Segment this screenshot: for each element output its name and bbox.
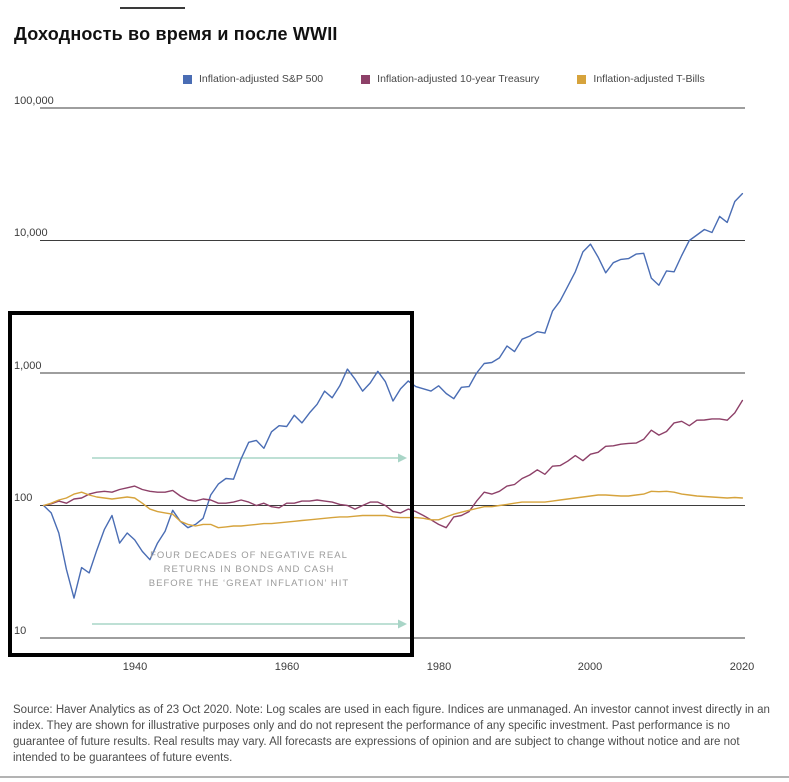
legend-label-treasury: Inflation-adjusted 10-year Treasury xyxy=(377,73,540,85)
source-text: Source: Haver Analytics as of 23 Oct 202… xyxy=(13,704,770,764)
x-axis-label: 2020 xyxy=(729,661,755,673)
legend: Inflation-adjusted S&P 500 Inflation-adj… xyxy=(183,73,705,85)
x-axis-label: 1940 xyxy=(122,661,148,673)
x-axis-label: 1960 xyxy=(274,661,300,673)
x-axis-label: 1980 xyxy=(426,661,452,673)
bottom-rule xyxy=(0,776,789,778)
top-rule xyxy=(120,7,185,9)
legend-label-sp500: Inflation-adjusted S&P 500 xyxy=(199,73,324,85)
legend-item-treasury: Inflation-adjusted 10-year Treasury xyxy=(361,73,539,85)
y-axis-label: 10,000 xyxy=(14,227,48,239)
page-title: Доходность во время и после WWII xyxy=(14,24,338,44)
highlight-box xyxy=(8,311,414,657)
annotation-text: FOUR DECADES OF NEGATIVE REAL RETURNS IN… xyxy=(103,549,395,591)
annotation-line: RETURNS IN BONDS AND CASH xyxy=(163,564,335,575)
y-axis-label: 1,000 xyxy=(14,360,42,372)
legend-item-tbills: Inflation-adjusted T-Bills xyxy=(577,73,705,85)
y-axis-label: 10 xyxy=(14,625,27,637)
legend-label-tbills: Inflation-adjusted T-Bills xyxy=(593,73,705,85)
tbills-swatch-icon xyxy=(577,74,587,84)
y-axis-label: 100,000 xyxy=(14,95,54,107)
treasury-swatch-icon xyxy=(361,74,371,84)
x-axis-label: 2000 xyxy=(577,661,603,673)
annotation-line: FOUR DECADES OF NEGATIVE REAL xyxy=(150,550,348,561)
y-axis-label: 100 xyxy=(14,492,33,504)
sp500-swatch-icon xyxy=(183,74,192,84)
annotation-line: BEFORE THE ‘GREAT INFLATION’ HIT xyxy=(148,578,350,589)
legend-item-sp500: Inflation-adjusted S&P 500 xyxy=(183,73,323,85)
